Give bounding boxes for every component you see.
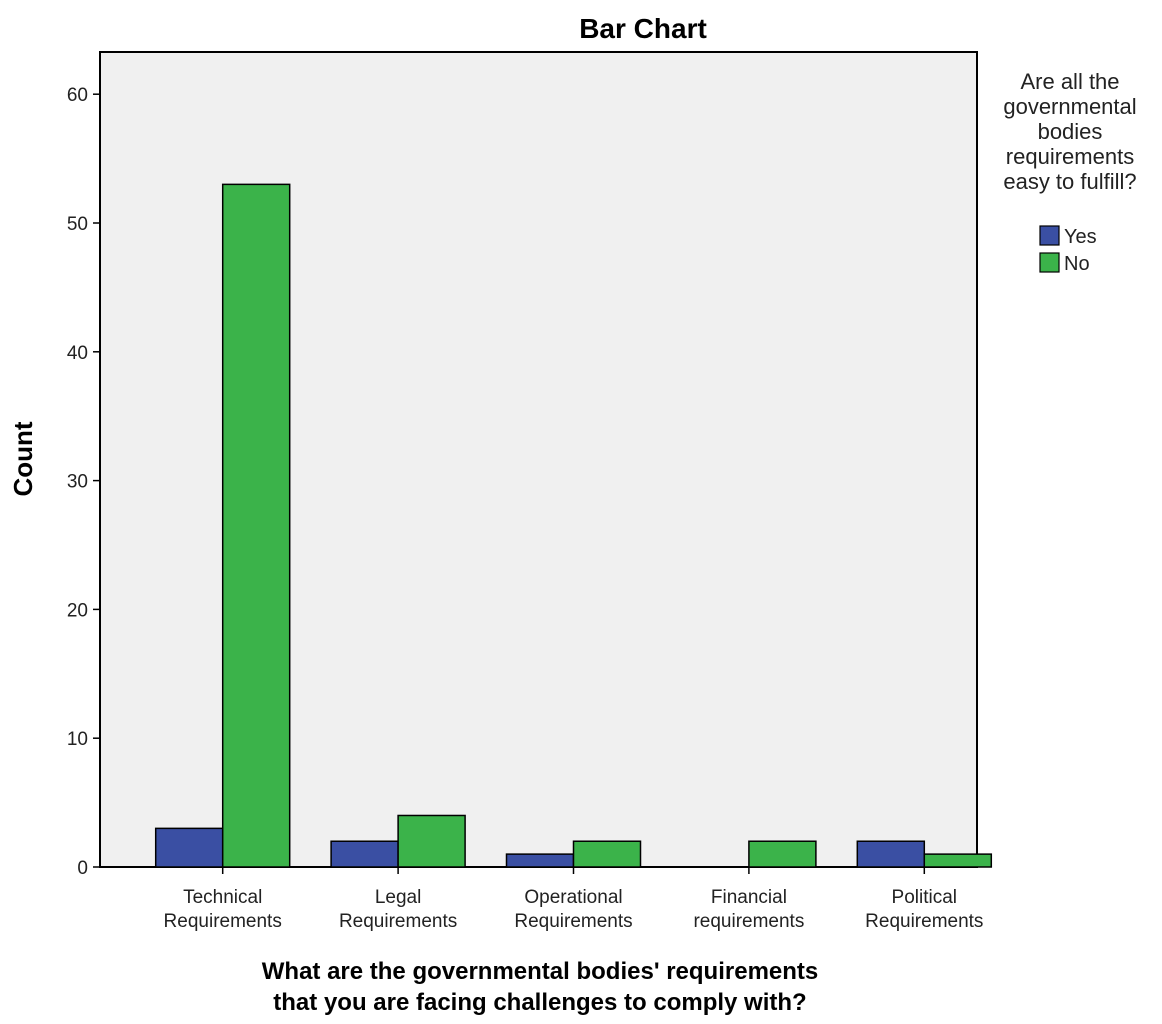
bar-no [923,853,993,868]
y-tick-label: 20 [67,600,88,621]
legend-title: easy to fulfill? [1003,169,1136,194]
x-tick-label: Requirements [339,911,457,932]
x-axis: Technical Requirements Legal Requirements Op… [164,867,983,932]
legend-swatch-no [1039,252,1060,273]
legend-swatch-yes [1039,225,1060,246]
bar-no [748,840,817,868]
bar-yes [154,827,224,868]
x-tick-label: Financial [711,887,787,908]
bar-yes [505,853,575,868]
y-tick-label: 10 [67,729,88,750]
bar-no [221,183,291,868]
x-tick-label: Requirements [865,911,983,932]
x-axis-label-line-2: that you are facing challenges to comply… [273,989,806,1016]
bar-no [397,814,466,868]
x-tick-label: Technical [183,887,262,908]
x-tick-label: Requirements [164,911,282,932]
bars [154,183,993,868]
legend-title: governmental [1003,94,1136,119]
y-axis-label: Count [8,421,38,496]
legend-title: bodies [1038,119,1103,144]
legend-label-yes: Yes [1064,226,1097,248]
bar-no [572,840,642,868]
x-tick-label: Requirements [514,911,632,932]
x-axis-label-line-1: What are the governmental bodies' requir… [262,958,819,985]
x-tick-label: Operational [524,887,622,908]
y-tick-label: 50 [67,214,88,235]
bar-yes [856,840,926,868]
x-tick-label: Legal [375,887,422,908]
legend-title: Are all the [1020,69,1119,94]
x-tick-label: requirements [693,911,804,932]
y-tick-label: 0 [77,858,88,879]
chart-title: Bar Chart [579,13,707,44]
y-tick-label: 30 [67,472,88,493]
y-tick-label: 60 [67,85,88,106]
legend-title: requirements [1006,144,1134,169]
x-tick-label: Political [892,887,957,908]
legend-label-no: No [1064,253,1090,275]
bar-yes [330,840,399,868]
y-axis: 0 10 20 30 40 50 60 [67,85,100,879]
legend: Are all thegovernmentalbodiesrequirement… [1003,69,1136,275]
y-tick-label: 40 [67,343,88,364]
